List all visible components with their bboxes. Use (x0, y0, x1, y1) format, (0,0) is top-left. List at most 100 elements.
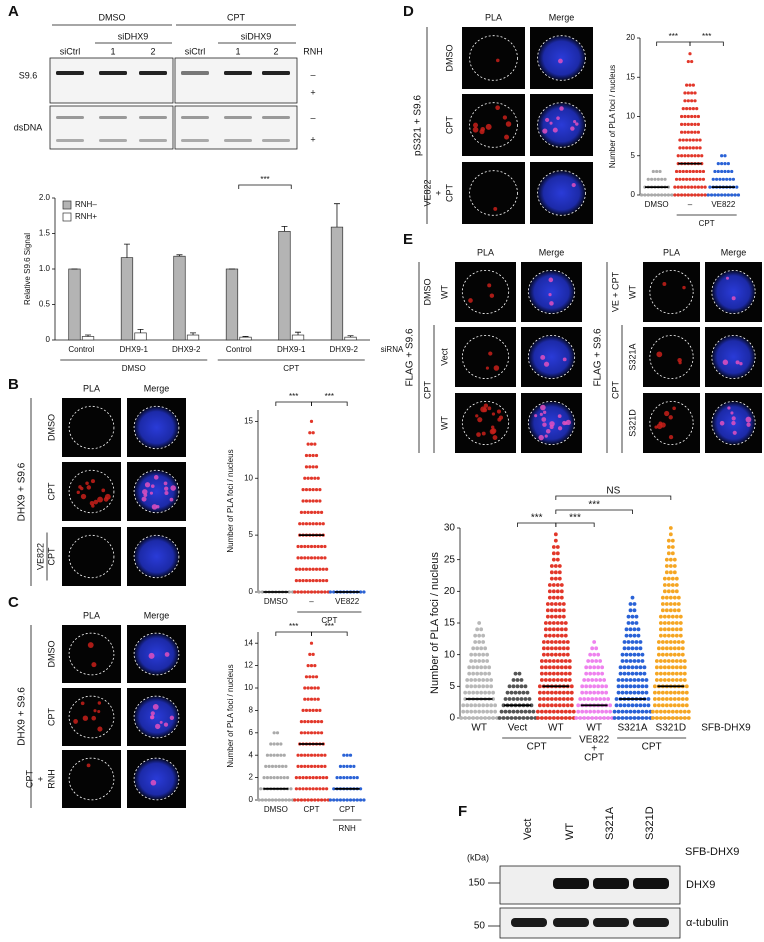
dot (325, 567, 329, 571)
dot (299, 764, 304, 769)
band (262, 116, 290, 119)
dot (477, 703, 482, 708)
dot (663, 177, 667, 181)
dot (586, 697, 591, 701)
foci (104, 493, 111, 500)
dot (557, 564, 562, 568)
dot (321, 522, 325, 526)
dot (590, 678, 595, 682)
dot (594, 697, 599, 701)
dot (600, 709, 605, 714)
dot (686, 154, 690, 158)
dot (652, 697, 657, 701)
dot (624, 716, 629, 720)
dot (602, 697, 607, 701)
bar (344, 336, 357, 341)
dot (690, 114, 694, 119)
dot (304, 488, 309, 492)
dot (646, 177, 650, 181)
foci (682, 285, 686, 290)
dot (594, 646, 599, 651)
dot (632, 602, 637, 606)
dot (723, 193, 727, 197)
dot (362, 798, 366, 802)
dot (658, 709, 663, 714)
group-label: RNH (338, 824, 356, 833)
nucleus-outline (527, 269, 576, 314)
dot (493, 703, 498, 708)
dot (688, 138, 692, 142)
dot (630, 703, 635, 708)
dot (553, 576, 558, 581)
dot (663, 193, 667, 197)
x-tick-label: CPT (304, 805, 320, 814)
foci (654, 425, 658, 429)
sig-bracket (311, 401, 348, 406)
dot (580, 709, 585, 714)
dot (511, 684, 516, 689)
foci (149, 715, 155, 720)
dot (303, 476, 307, 480)
dot (481, 640, 486, 644)
dot (303, 510, 307, 514)
row-label: WT (439, 416, 449, 430)
dot (304, 567, 309, 571)
dot (313, 753, 317, 757)
sig-bracket (555, 522, 595, 527)
dot (693, 193, 697, 197)
nucleus-outline (133, 534, 180, 579)
foci (97, 710, 101, 714)
dot (670, 545, 675, 549)
dot (596, 671, 601, 676)
foci (549, 421, 555, 427)
dot (467, 665, 472, 670)
band (99, 116, 127, 119)
dot (563, 678, 568, 682)
dot (553, 640, 558, 644)
dot (685, 107, 689, 111)
dot (561, 690, 566, 695)
dot (676, 652, 681, 657)
dot (686, 193, 690, 197)
foci (152, 704, 159, 710)
dot (294, 787, 298, 791)
dot (698, 138, 702, 142)
dot (511, 678, 516, 682)
dot (311, 708, 315, 713)
dot (559, 678, 564, 682)
dot (668, 608, 673, 613)
dot (332, 590, 336, 594)
dot (277, 798, 281, 802)
dot (299, 798, 304, 802)
nucleus-outline (649, 400, 694, 445)
foci (731, 416, 736, 421)
dot (547, 627, 552, 632)
micro-image (462, 94, 525, 156)
dot (477, 678, 482, 682)
dot (318, 708, 322, 713)
foci (678, 361, 682, 365)
dot (600, 684, 605, 689)
dot (703, 193, 707, 197)
dot (260, 590, 264, 594)
dot (479, 665, 484, 670)
dot (553, 690, 558, 695)
dot (555, 716, 560, 720)
dot (299, 753, 304, 757)
dot (551, 633, 556, 638)
column-label: Merge (721, 247, 747, 257)
dot (359, 798, 363, 802)
micro-image (643, 393, 700, 453)
foci (476, 432, 481, 437)
x-tick-label: DHX9-2 (330, 345, 359, 354)
dot (465, 678, 470, 682)
dot (563, 665, 568, 670)
band (139, 116, 167, 119)
dot (571, 709, 576, 714)
dot (267, 764, 271, 769)
dot (640, 684, 645, 689)
foci (87, 642, 94, 648)
dot (463, 697, 468, 701)
band (262, 139, 290, 142)
dot (525, 716, 530, 720)
